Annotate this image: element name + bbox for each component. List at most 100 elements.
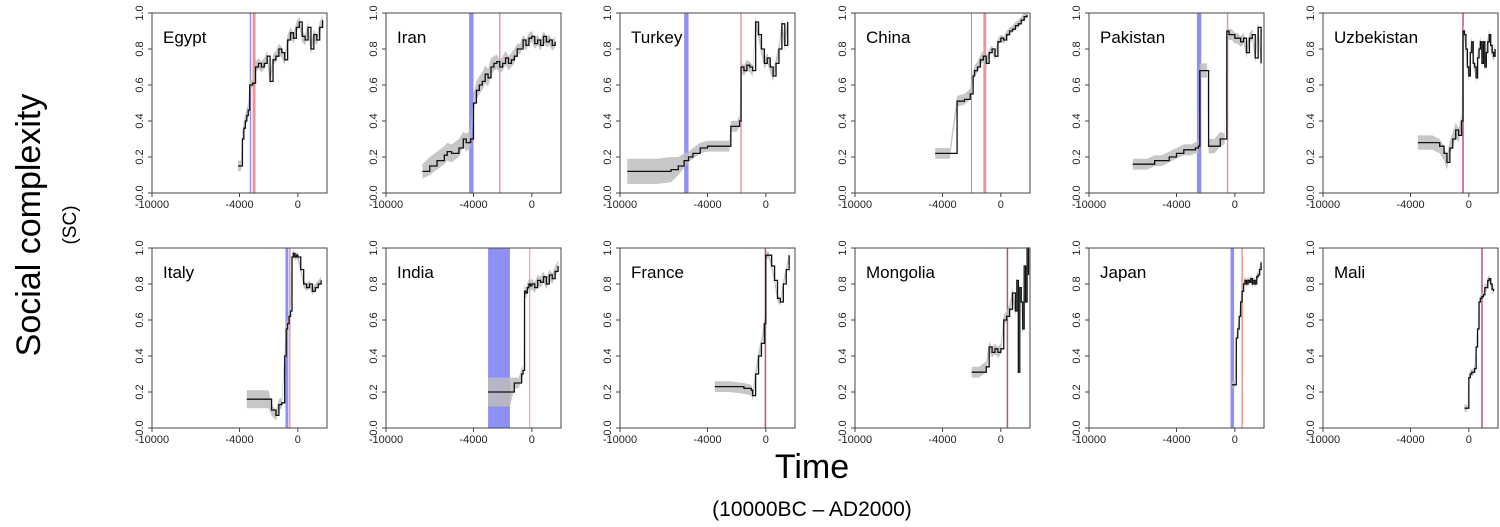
x-axis-subtitle: (10000BC – AD2000): [712, 498, 912, 521]
panel-title: France: [631, 263, 684, 282]
x-tick-label: 0: [1232, 434, 1238, 446]
y-tick-label: 0.8: [602, 41, 614, 56]
panel-mongolia: 0.0 0.2 0.4 0.6 0.8 1.0 -10000 -4000 0 Mongolia: [837, 240, 1031, 446]
x-tick-label: 0: [763, 199, 769, 211]
blue-band: [1230, 248, 1235, 428]
confidence-band: [627, 16, 788, 184]
panel-iran: 0.0 0.2 0.4 0.6 0.8 1.0 -10000 -4000 0 Iran: [368, 5, 562, 211]
y-tick-label: 0.0: [1071, 185, 1083, 200]
x-tick-label: -4000: [459, 199, 487, 211]
blue-band: [970, 13, 972, 193]
series-line: [935, 14, 1028, 155]
y-tick-label: 0.4: [837, 113, 849, 128]
x-axis-title: Time: [775, 448, 849, 486]
x-tick-label: -4000: [1162, 199, 1190, 211]
y-tick-label: 0.6: [837, 77, 849, 92]
y-tick-label: 0.2: [602, 384, 614, 399]
y-tick-label: 0.6: [837, 312, 849, 327]
panel-japan: 0.0 0.2 0.4 0.6 0.8 1.0 -10000 -4000 0 Japan: [1071, 240, 1265, 446]
red-marker: [529, 248, 531, 428]
y-tick-label: 0.0: [134, 420, 146, 435]
y-tick-label: 1.0: [134, 5, 146, 20]
series-line: [238, 20, 324, 167]
red-marker: [252, 13, 256, 193]
x-tick-label: 0: [1466, 199, 1472, 211]
y-tick-label: 0.0: [602, 185, 614, 200]
x-tick-label: 0: [998, 199, 1004, 211]
panel-title: Egypt: [163, 28, 207, 47]
y-tick-label: 0.6: [134, 77, 146, 92]
y-tick-label: 0.8: [1071, 276, 1083, 291]
series-line: [714, 254, 790, 397]
y-tick-label: 0.6: [134, 312, 146, 327]
y-tick-label: 0.6: [368, 77, 380, 92]
y-tick-label: 0.6: [368, 312, 380, 327]
series-line: [488, 266, 559, 393]
confidence-band: [1231, 258, 1262, 389]
y-tick-label: 0.4: [134, 113, 146, 128]
y-axis-title: Social complexity: [10, 94, 48, 357]
series-line: [971, 247, 1030, 373]
red-marker: [1226, 13, 1229, 193]
y-tick-label: 0.2: [368, 149, 380, 164]
y-tick-label: 0.2: [1071, 149, 1083, 164]
y-tick-label: 0.4: [602, 113, 614, 128]
x-tick-label: -10000: [838, 434, 872, 446]
panel-title: Italy: [163, 263, 195, 282]
series-line: [627, 21, 789, 173]
blue-band: [469, 13, 474, 193]
y-tick-label: 0.0: [134, 185, 146, 200]
y-tick-label: 1.0: [368, 5, 380, 20]
red-marker: [1241, 248, 1243, 428]
series-line: [246, 252, 322, 417]
x-tick-label: -4000: [225, 199, 253, 211]
y-tick-label: 0.4: [368, 113, 380, 128]
x-tick-label: 0: [1466, 434, 1472, 446]
y-tick-label: 0.0: [1071, 420, 1083, 435]
x-tick-label: -10000: [603, 199, 637, 211]
series-line: [1417, 30, 1496, 164]
y-tick-label: 0.0: [837, 185, 849, 200]
y-tick-label: 0.8: [368, 41, 380, 56]
x-tick-label: -10000: [603, 434, 637, 446]
x-tick-label: 0: [295, 199, 301, 211]
x-tick-label: 0: [529, 199, 535, 211]
y-tick-label: 0.0: [368, 420, 380, 435]
y-tick-label: 0.0: [837, 420, 849, 435]
y-tick-label: 0.6: [602, 312, 614, 327]
blue-band: [249, 13, 252, 193]
x-tick-label: 0: [763, 434, 769, 446]
y-tick-label: 0.2: [602, 149, 614, 164]
panel-india: 0.0 0.2 0.4 0.6 0.8 1.0 -10000 -4000 0 India: [368, 240, 562, 446]
panel-title: Japan: [1100, 263, 1146, 282]
x-tick-label: -4000: [693, 199, 721, 211]
x-tick-label: -4000: [1396, 434, 1424, 446]
y-tick-label: 0.8: [134, 41, 146, 56]
x-tick-label: -4000: [459, 434, 487, 446]
y-tick-label: 0.6: [1305, 77, 1317, 92]
y-tick-label: 0.4: [1305, 348, 1317, 363]
y-axis-subtitle: (SC): [60, 205, 81, 244]
panel-title: Mali: [1334, 263, 1365, 282]
y-tick-label: 0.2: [1305, 384, 1317, 399]
x-tick-label: 0: [998, 434, 1004, 446]
purple-marker: [764, 248, 767, 428]
blue-band: [684, 13, 689, 193]
red-marker: [289, 248, 291, 428]
x-tick-label: -4000: [928, 434, 956, 446]
confidence-band: [1417, 25, 1496, 170]
x-tick-label: -10000: [135, 199, 169, 211]
y-tick-label: 1.0: [602, 240, 614, 255]
y-tick-label: 0.2: [134, 384, 146, 399]
y-tick-label: 0.8: [1305, 41, 1317, 56]
y-tick-label: 1.0: [602, 5, 614, 20]
x-tick-label: -10000: [369, 199, 403, 211]
y-tick-label: 1.0: [1305, 240, 1317, 255]
y-tick-label: 0.4: [602, 348, 614, 363]
y-tick-label: 1.0: [368, 240, 380, 255]
y-tick-label: 0.8: [1305, 276, 1317, 291]
panel-title: Mongolia: [866, 263, 936, 282]
red-marker: [983, 13, 987, 193]
panel-title: Uzbekistan: [1334, 28, 1418, 47]
